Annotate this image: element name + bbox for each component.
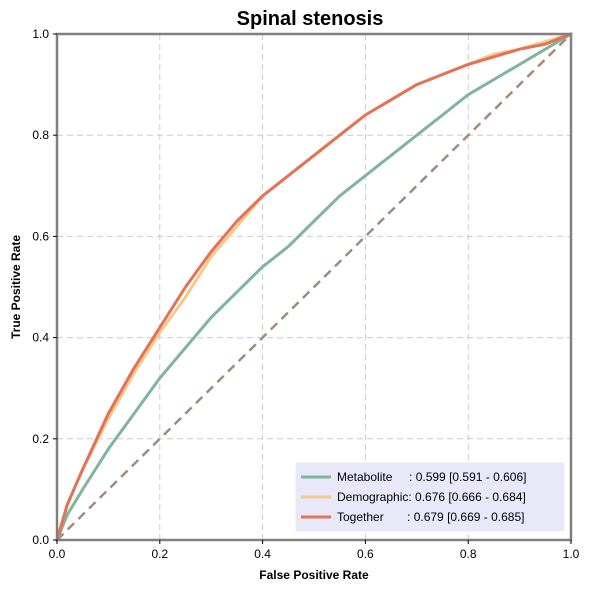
x-axis-label: False Positive Rate [259, 568, 369, 582]
chart-title: Spinal stenosis [237, 8, 384, 30]
grid [57, 34, 571, 540]
x-tick-label: 0.8 [460, 547, 477, 561]
y-tick-label: 1.0 [32, 27, 49, 41]
x-ticks: 0.0 0.2 0.4 0.6 0.8 1.0 [49, 540, 580, 561]
x-tick-label: 0.6 [357, 547, 374, 561]
y-tick-label: 0.0 [32, 533, 49, 547]
y-tick-label: 0.8 [32, 128, 49, 142]
y-axis-label: True Positive Rate [9, 235, 23, 339]
diagonal-reference [56, 33, 572, 541]
legend: Metabolite : 0.599 [0.591 - 0.606] Demogr… [294, 461, 566, 533]
x-tick-label: 0.2 [151, 547, 168, 561]
series-line-metabolite [55, 32, 573, 542]
chance-diagonal-line [56, 33, 572, 541]
x-tick-label: 1.0 [563, 547, 580, 561]
x-tick-label: 0.0 [49, 547, 66, 561]
legend-label-metabolite: Metabolite : 0.599 [0.591 - 0.606] [337, 470, 526, 484]
legend-label-demographic: Demographic: 0.676 [0.666 - 0.684] [337, 490, 526, 504]
y-tick-label: 0.4 [32, 331, 49, 345]
x-tick-label: 0.4 [254, 547, 271, 561]
legend-box [294, 461, 566, 533]
plot-frame [55, 32, 573, 542]
y-tick-label: 0.2 [32, 432, 49, 446]
y-tick-label: 0.6 [32, 229, 49, 243]
y-ticks: 0.0 0.2 0.4 0.6 0.8 1.0 [32, 27, 57, 547]
legend-label-together: Together : 0.679 [0.669 - 0.685] [337, 510, 524, 524]
series-lines [55, 32, 573, 542]
series-line-together [55, 32, 573, 542]
